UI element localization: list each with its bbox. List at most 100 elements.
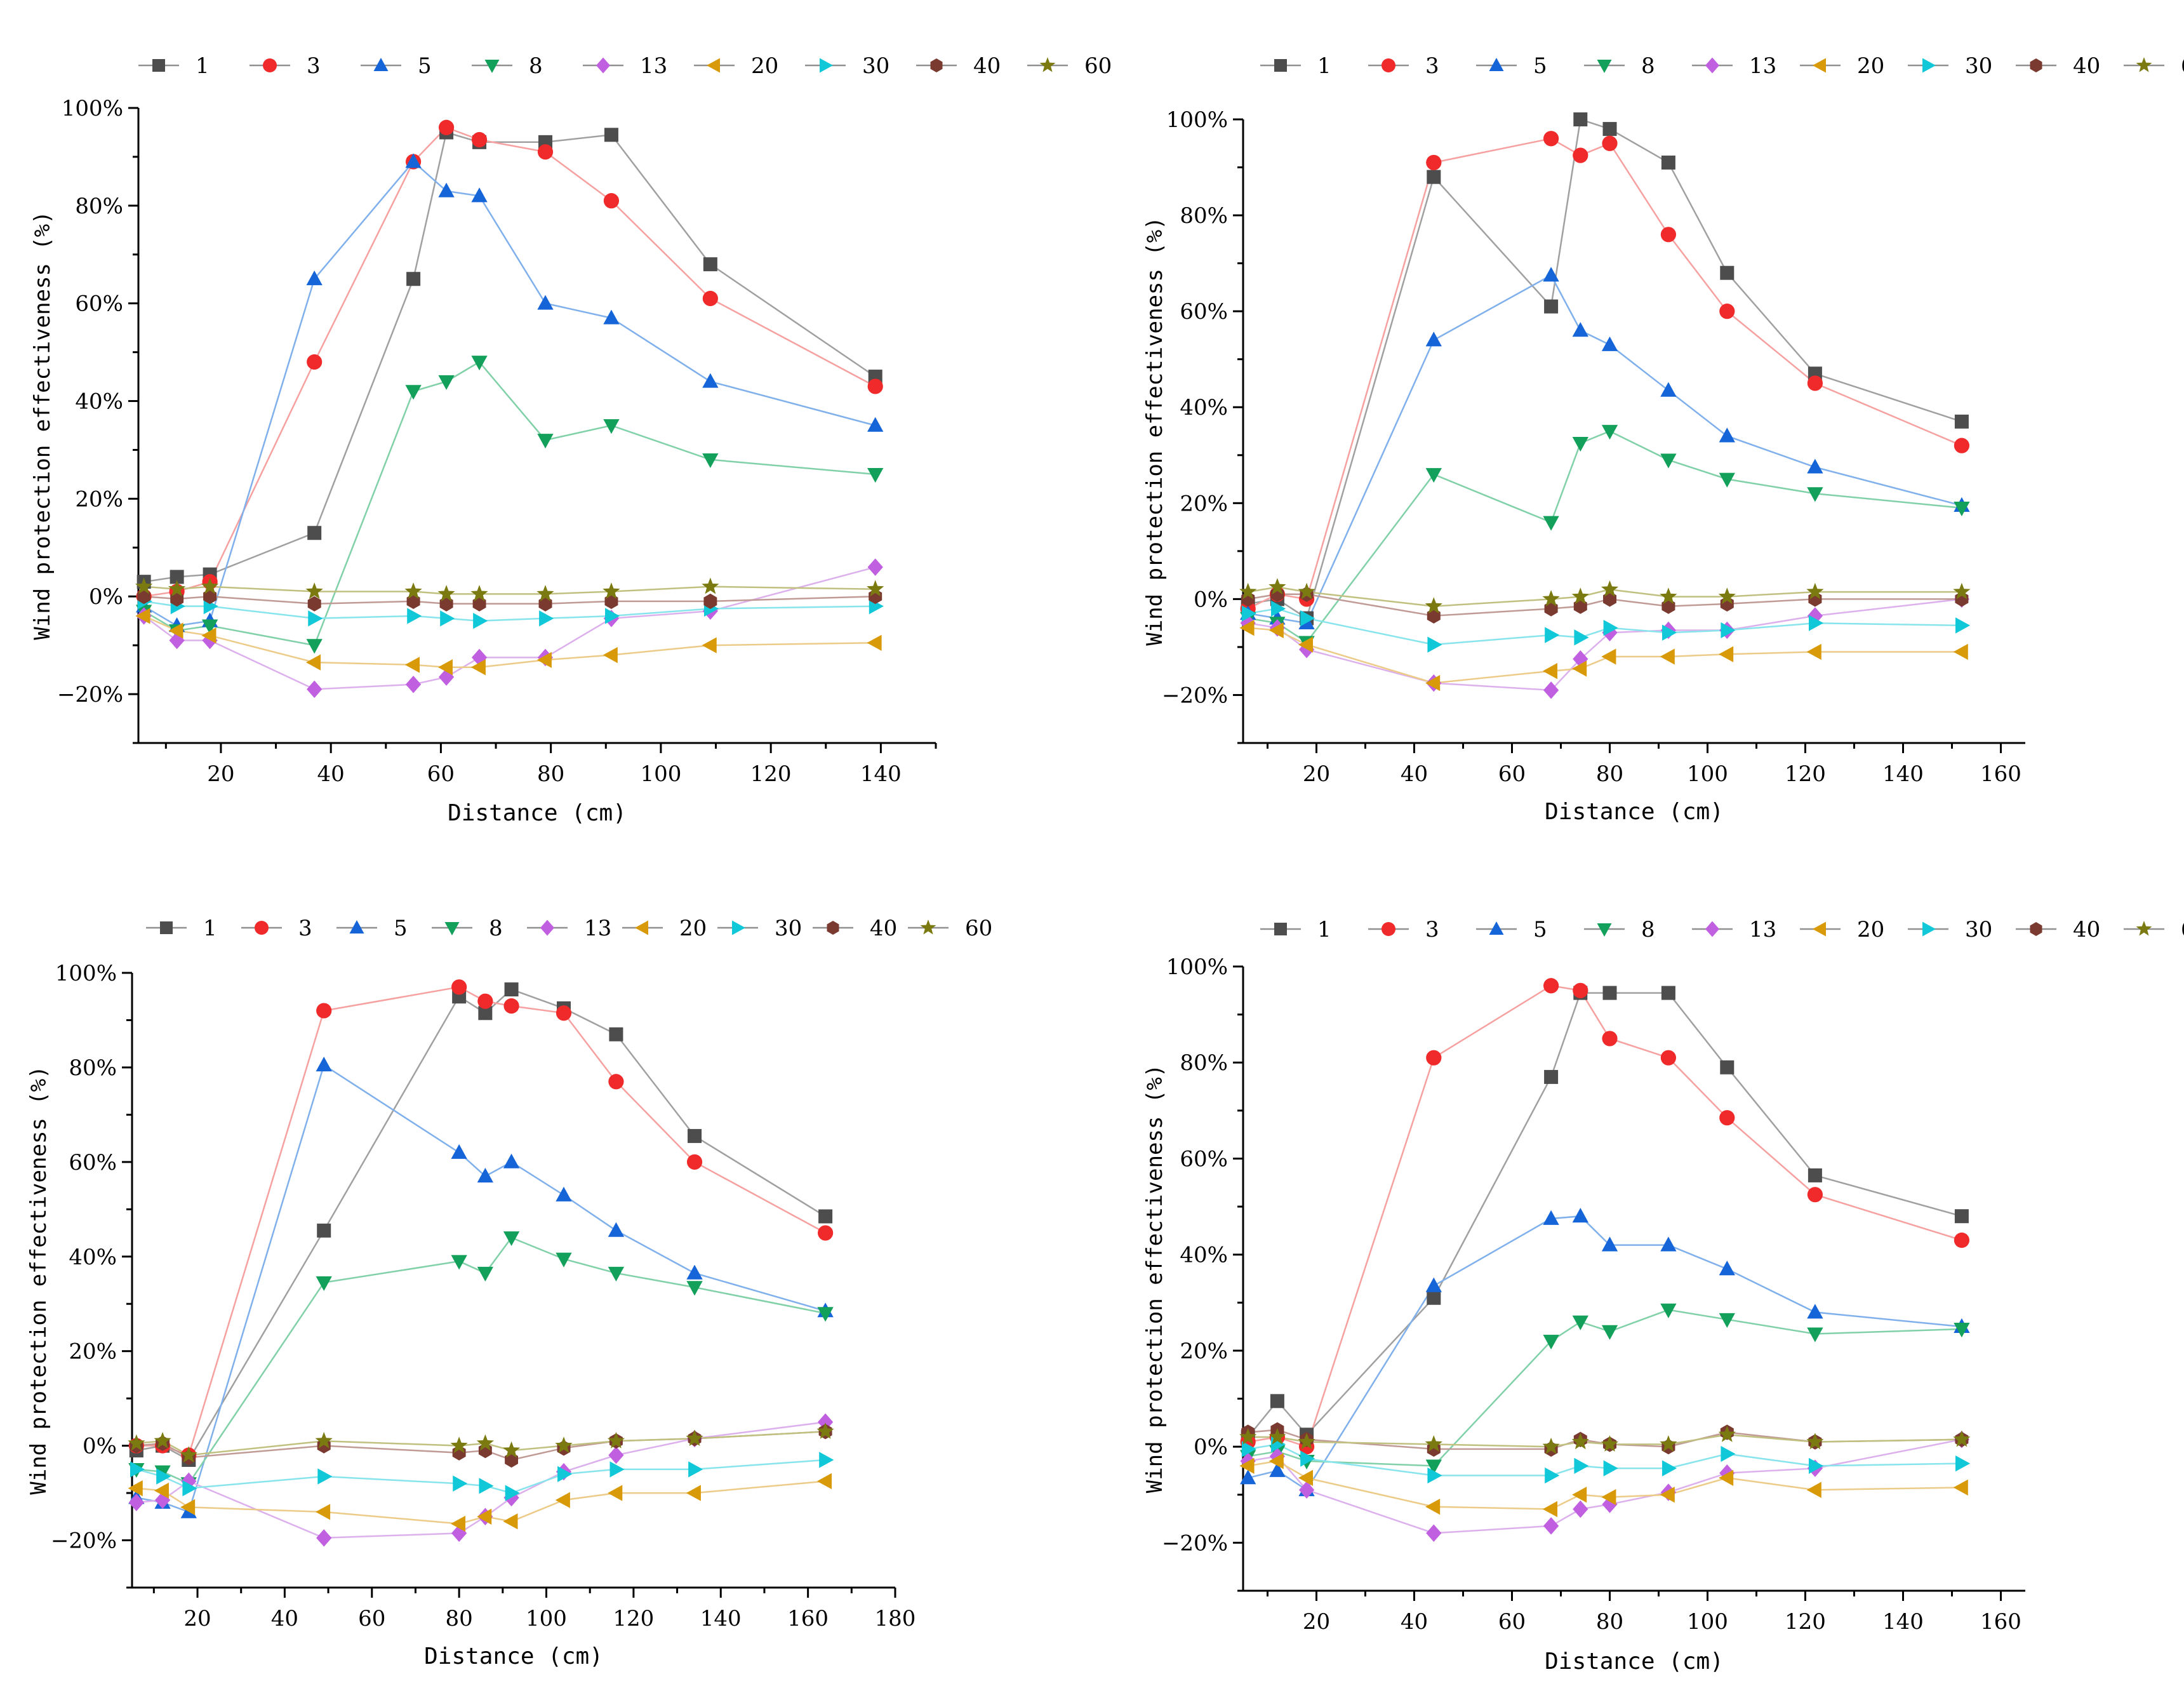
data-point-series-8 (867, 468, 884, 483)
data-point-series-20 (1719, 646, 1734, 662)
x-tick-label: 80 (446, 1606, 473, 1631)
y-tick-label: 40% (1180, 395, 1228, 420)
data-point-series-8 (471, 356, 488, 371)
x-tick-label: 40 (1401, 1609, 1428, 1635)
y-tick-label: 80% (1180, 203, 1228, 229)
data-point-series-60 (168, 580, 186, 597)
x-tick-label: 20 (183, 1606, 211, 1631)
y-tick-label: 0% (89, 584, 123, 610)
data-point-series-5 (537, 295, 554, 310)
legend-marker-40 (2030, 58, 2042, 72)
data-point-series-3 (537, 144, 554, 160)
data-point-series-30 (1603, 1460, 1618, 1476)
legend-label-20: 20 (1857, 53, 1884, 79)
data-point-series-30 (1545, 1467, 1560, 1484)
chart-panel-1: −20%0%20%40%60%80%100%20 40 60 80 100 120 140D… (30, 53, 1112, 826)
data-point-series-5 (1660, 382, 1677, 397)
x-tick-label: 140 (700, 1606, 742, 1631)
data-point-series-30 (440, 610, 455, 627)
data-point-series-1 (1544, 1069, 1559, 1084)
data-point-series-3 (477, 993, 493, 1009)
data-point-series-3 (1719, 1110, 1735, 1126)
data-point-series-60 (1571, 1433, 1589, 1450)
y-tick-label: 80% (69, 1055, 117, 1081)
data-point-series-40 (307, 596, 321, 612)
data-point-series-1 (170, 570, 184, 584)
legend-marker-5 (349, 920, 364, 933)
data-point-series-60 (450, 1436, 468, 1454)
data-point-series-60 (816, 1422, 834, 1439)
data-point-series-60 (437, 585, 455, 601)
data-point-series-30 (1300, 1450, 1315, 1467)
data-point-series-13 (128, 1494, 144, 1511)
x-tick-label: 120 (1785, 761, 1826, 787)
data-point-series-20 (603, 646, 618, 664)
data-point-series-1 (1270, 1394, 1284, 1408)
data-point-series-8 (1601, 1325, 1618, 1340)
data-point-series-60 (1718, 587, 1736, 605)
x-tick-label: 160 (1980, 1609, 2021, 1635)
legend-label-1: 1 (1317, 917, 1331, 942)
data-point-series-20 (168, 622, 183, 639)
data-point-series-60 (1806, 1433, 1824, 1450)
data-point-series-5 (1601, 336, 1618, 351)
data-point-series-60 (503, 1441, 521, 1458)
x-tick-label: 20 (1303, 1609, 1330, 1635)
data-point-series-1 (688, 1128, 702, 1143)
data-point-series-3 (1719, 304, 1735, 319)
data-point-series-8 (1572, 1315, 1588, 1330)
legend-label-13: 13 (584, 916, 611, 941)
legend-label-30: 30 (1965, 53, 1992, 79)
data-point-series-5 (1269, 1462, 1286, 1477)
data-point-series-30 (182, 1480, 197, 1497)
x-tick-label: 180 (875, 1606, 916, 1631)
data-point-series-8 (702, 453, 719, 469)
data-point-series-1 (1808, 1168, 1822, 1182)
data-point-series-20 (1542, 663, 1557, 679)
legend-marker-40 (827, 921, 839, 935)
data-point-series-8 (306, 639, 323, 654)
data-point-series-8 (1660, 453, 1677, 469)
legend-marker-13 (1705, 57, 1719, 74)
y-tick-label: 20% (75, 486, 123, 512)
data-point-series-5 (451, 1144, 467, 1159)
x-axis-label: Distance (cm) (1545, 1649, 1724, 1675)
data-point-series-8 (1543, 1334, 1559, 1349)
legend-label-8: 8 (1641, 917, 1655, 942)
legend-label-20: 20 (1857, 917, 1884, 942)
data-point-series-1 (1602, 122, 1617, 137)
data-point-series-1 (1602, 986, 1617, 1000)
legend-label-13: 13 (1749, 917, 1776, 942)
legend-marker-20 (707, 58, 720, 73)
data-point-series-8 (477, 1266, 494, 1282)
data-point-series-60 (702, 577, 719, 594)
x-tick-label: 100 (526, 1606, 567, 1631)
data-point-series-5 (306, 271, 323, 286)
data-point-series-3 (702, 290, 718, 307)
data-point-series-5 (1719, 427, 1735, 443)
x-tick-label: 60 (1498, 761, 1526, 787)
legend-label-8: 8 (1641, 53, 1655, 79)
y-tick-label: 0% (1194, 1435, 1228, 1460)
legend-marker-3 (1382, 58, 1395, 72)
data-point-series-3 (1954, 1232, 1969, 1248)
y-axis-label: Wind protection effectiveness (%) (1142, 1064, 1168, 1494)
data-point-series-30 (1574, 1457, 1589, 1475)
data-point-series-8 (1425, 1459, 1442, 1475)
x-tick-label: 100 (640, 761, 681, 787)
data-point-series-30 (1545, 627, 1560, 643)
data-point-series-1 (1720, 1060, 1735, 1074)
data-point-series-3 (1426, 154, 1442, 171)
x-tick-label: 40 (1401, 761, 1428, 787)
legend-label-3: 3 (307, 53, 321, 79)
legend-marker-30 (732, 920, 745, 935)
data-point-series-20 (316, 1504, 331, 1520)
y-tick-label: 0% (1194, 587, 1228, 612)
data-point-series-5 (603, 309, 620, 324)
legend-label-60: 60 (1084, 53, 1112, 79)
data-point-series-5 (1572, 322, 1588, 337)
data-point-series-60 (201, 577, 219, 594)
y-tick-label: 40% (75, 389, 123, 415)
legend-label-1: 1 (1317, 53, 1331, 79)
data-point-series-3 (556, 1005, 572, 1021)
